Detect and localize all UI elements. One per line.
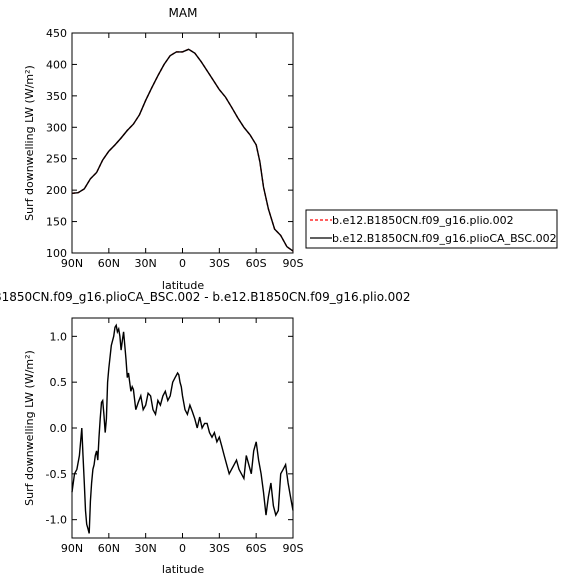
y-tick-label: 250	[46, 153, 67, 166]
y-tick-label: 200	[46, 184, 67, 197]
legend: b.e12.B1850CN.f09_g16.plio.002 b.e12.B18…	[305, 209, 558, 249]
y-tick-label: 350	[46, 90, 67, 103]
y-tick-label: 0.0	[50, 422, 68, 435]
x-tick-label: 60N	[98, 257, 120, 270]
y-axis-label: Surf downwelling LW (W/m²)	[23, 65, 36, 221]
y-tick-label: 1.0	[50, 330, 68, 343]
panel-climatology: MAM 100 150 200 250 300 350 400 450 90N 60N 30N 0 3…	[23, 6, 304, 292]
x-tick-label: 90S	[283, 542, 304, 555]
y-axis-label: Surf downwelling LW (W/m²)	[23, 350, 36, 506]
x-axis-label: latitude	[162, 563, 204, 576]
y-tick-label: -1.0	[46, 514, 67, 527]
x-tick-label: 30N	[135, 542, 157, 555]
series-line-1	[71, 323, 294, 534]
panel-title: MAM	[169, 6, 198, 20]
legend-label-series-2: b.e12.B1850CN.f09_g16.plioCA_BSC.002	[332, 232, 557, 245]
y-tick-label: 0.5	[50, 376, 68, 389]
y-tick-label: 450	[46, 27, 67, 40]
x-tick-label: 90N	[61, 542, 83, 555]
x-axis-label: latitude	[162, 279, 204, 292]
x-tick-label: 0	[179, 542, 186, 555]
x-tick-label: 30N	[135, 257, 157, 270]
x-tick-label: 60N	[98, 542, 120, 555]
legend-box	[305, 209, 558, 249]
y-tick-label: 100	[46, 247, 67, 260]
legend-label-series-1: b.e12.B1850CN.f09_g16.plio.002	[332, 214, 514, 227]
x-tick-label: 90S	[283, 257, 304, 270]
x-tick-label: 60S	[246, 542, 267, 555]
plot-frame	[71, 32, 294, 254]
y-tick-label: 400	[46, 58, 67, 71]
y-tick-label: -0.5	[46, 468, 67, 481]
y-tick-label: 300	[46, 121, 67, 134]
x-tick-label: 90N	[61, 257, 83, 270]
x-tick-label: 60S	[246, 257, 267, 270]
x-tick-label: 0	[179, 257, 186, 270]
panel-title: b.e12.B1850CN.f09_g16.plioCA_BSC.002 - b…	[0, 290, 411, 304]
x-tick-label: 30S	[209, 257, 230, 270]
series-line-2	[71, 48, 294, 252]
panel-difference: b.e12.B1850CN.f09_g16.plioCA_BSC.002 - b…	[0, 290, 411, 576]
series-line-1	[71, 48, 294, 252]
y-tick-label: 150	[46, 216, 67, 229]
x-tick-label: 30S	[209, 542, 230, 555]
